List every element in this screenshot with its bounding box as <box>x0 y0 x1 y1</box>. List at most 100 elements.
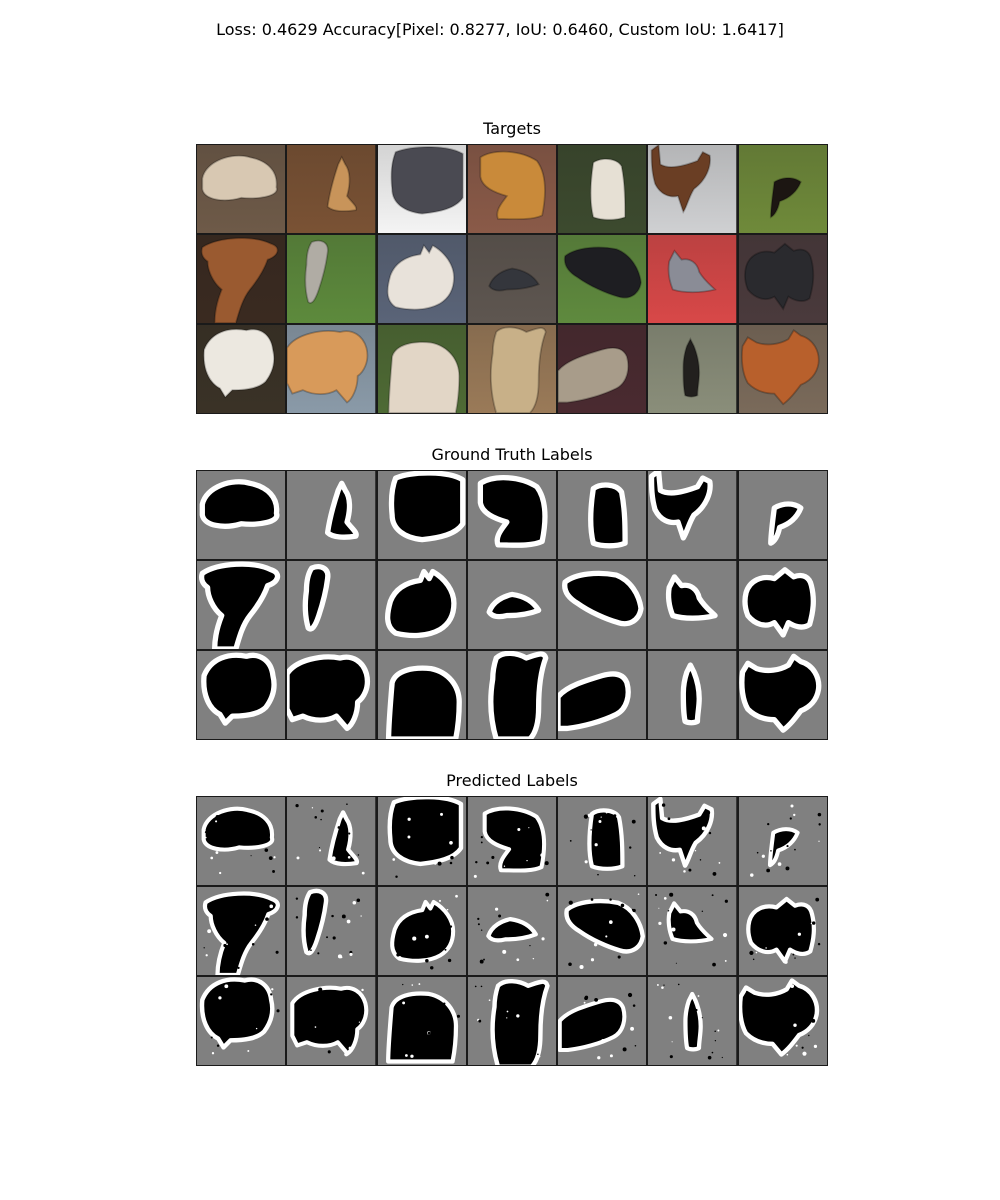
photo-dog-image <box>287 235 376 323</box>
photo-cat-image <box>648 235 737 323</box>
predicted-mask-6 <box>648 797 737 885</box>
ground-truth-mask-19 <box>558 651 647 739</box>
predicted-mask-13 <box>648 887 737 975</box>
predicted-mask-5 <box>558 797 647 885</box>
target-photo-dog-20 <box>648 325 737 413</box>
photo-dog-image <box>197 235 286 323</box>
predicted-mask-3 <box>377 797 466 885</box>
ground-truth-mask-3 <box>377 471 466 559</box>
predicted-mask-4 <box>467 797 557 885</box>
dog-silhouette <box>287 330 368 403</box>
target-photo-cat-13 <box>648 235 737 323</box>
target-photo-dog-18 <box>467 325 557 413</box>
target-photo-dog-6 <box>648 145 737 233</box>
dog-silhouette <box>683 339 700 397</box>
predicted-mask-18 <box>467 977 557 1065</box>
ground-truth-mask-8 <box>197 561 286 649</box>
photo-dog-image <box>197 325 286 413</box>
dog-silhouette <box>564 247 642 298</box>
ground-truth-mask-9 <box>287 561 376 649</box>
target-photo-cat-19 <box>558 325 647 413</box>
photo-dog-image <box>197 145 286 233</box>
dog-silhouette <box>741 330 819 405</box>
ground-truth-mask-1 <box>197 471 286 559</box>
predicted-mask-21 <box>738 977 827 1065</box>
target-photo-dog-16 <box>287 325 376 413</box>
photo-dog-image <box>467 325 557 413</box>
dog-silhouette <box>651 145 711 212</box>
targets-image-grid <box>196 144 828 414</box>
target-photo-dog-1 <box>197 145 286 233</box>
target-photo-cat-11 <box>467 235 557 323</box>
photo-dog-image <box>558 145 647 233</box>
ground-truth-mask-17 <box>377 651 466 739</box>
predicted-mask-1 <box>197 797 286 885</box>
predicted-mask-11 <box>467 887 557 975</box>
predicted-mask-grid <box>196 796 828 1066</box>
dog-silhouette <box>305 240 329 303</box>
dog-silhouette <box>744 243 814 309</box>
photo-dog-image <box>377 145 466 233</box>
photo-cat-image <box>377 235 466 323</box>
ground-truth-mask-grid <box>196 470 828 740</box>
cat-silhouette <box>558 347 629 403</box>
photo-dog-image <box>738 145 827 233</box>
target-photo-dog-21 <box>738 325 827 413</box>
photo-dog-image <box>377 325 466 413</box>
target-photo-cat-10 <box>377 235 466 323</box>
cat-silhouette <box>327 157 357 212</box>
photo-dog-image <box>648 145 737 233</box>
predicted-mask-9 <box>287 887 376 975</box>
dog-silhouette <box>201 238 278 323</box>
target-photo-dog-5 <box>558 145 647 233</box>
ground-truth-panel-title: Ground Truth Labels <box>431 445 593 464</box>
dog-silhouette <box>390 146 463 214</box>
ground-truth-mask-5 <box>558 471 647 559</box>
target-photo-dog-8 <box>197 235 286 323</box>
predicted-mask-2 <box>287 797 376 885</box>
predicted-mask-15 <box>197 977 286 1065</box>
predicted-mask-17 <box>377 977 466 1065</box>
dog-silhouette <box>203 329 275 398</box>
target-photo-dog-14 <box>738 235 827 323</box>
dog-silhouette <box>590 158 626 220</box>
predicted-mask-19 <box>558 977 647 1065</box>
cat-silhouette <box>489 268 539 291</box>
ground-truth-mask-21 <box>738 651 827 739</box>
photo-cat-image <box>558 325 647 413</box>
predicted-mask-7 <box>738 797 827 885</box>
cat-silhouette <box>480 151 545 220</box>
ground-truth-mask-15 <box>197 651 286 739</box>
target-photo-dog-9 <box>287 235 376 323</box>
photo-dog-image <box>738 325 827 413</box>
dog-silhouette <box>202 155 277 201</box>
photo-dog-image <box>648 325 737 413</box>
target-photo-cat-4 <box>467 145 557 233</box>
target-photo-dog-17 <box>377 325 466 413</box>
predicted-mask-16 <box>287 977 376 1065</box>
target-photo-dog-12 <box>558 235 647 323</box>
figure-suptitle: Loss: 0.4629 Accuracy[Pixel: 0.8277, IoU… <box>216 20 784 39</box>
targets-panel-title: Targets <box>483 119 541 138</box>
predicted-mask-12 <box>558 887 647 975</box>
predicted-mask-8 <box>197 887 286 975</box>
ground-truth-mask-18 <box>467 651 557 739</box>
ground-truth-mask-7 <box>738 471 827 559</box>
target-photo-dog-3 <box>377 145 466 233</box>
predicted-mask-20 <box>648 977 737 1065</box>
ground-truth-mask-10 <box>377 561 466 649</box>
cat-silhouette <box>387 245 454 310</box>
photo-dog-image <box>558 235 647 323</box>
photo-cat-image <box>467 145 557 233</box>
predicted-mask-10 <box>377 887 466 975</box>
photo-cat-image <box>287 145 376 233</box>
dog-silhouette <box>388 342 459 413</box>
target-photo-cat-2 <box>287 145 376 233</box>
dog-silhouette <box>490 327 546 413</box>
ground-truth-mask-11 <box>467 561 557 649</box>
ground-truth-mask-12 <box>558 561 647 649</box>
ground-truth-mask-14 <box>738 561 827 649</box>
photo-dog-image <box>287 325 376 413</box>
ground-truth-mask-4 <box>467 471 557 559</box>
photo-dog-image <box>738 235 827 323</box>
